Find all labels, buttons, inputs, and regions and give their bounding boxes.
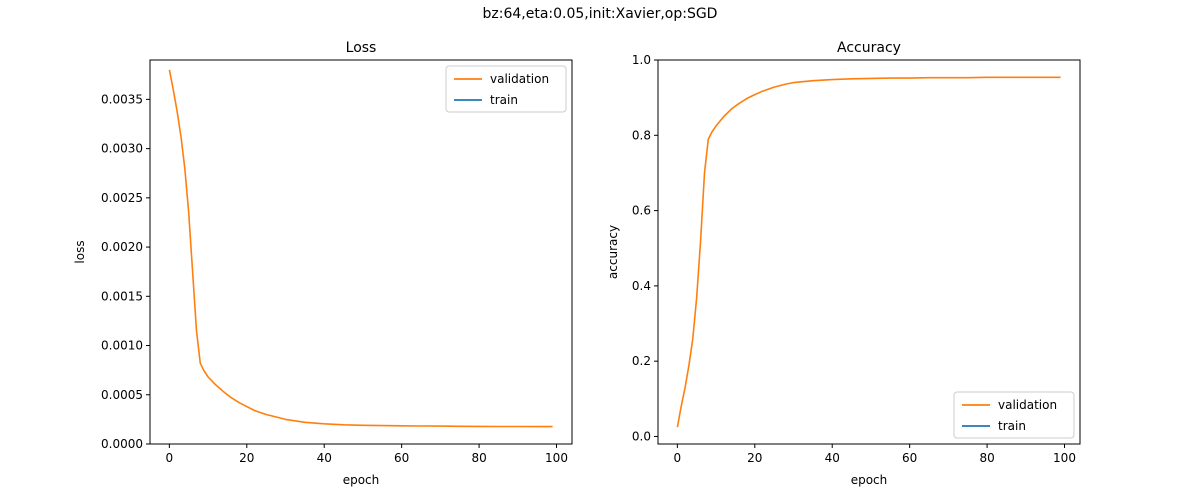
loss-x-tick-label: 40 [317, 451, 332, 465]
loss-legend-label-train: train [490, 93, 518, 107]
loss-x-tick-label: 60 [394, 451, 409, 465]
accuracy-x-tick-label: 20 [747, 451, 762, 465]
figure-suptitle: bz:64,eta:0.05,init:Xavier,op:SGD [482, 6, 718, 22]
loss-x-tick-label: 80 [471, 451, 486, 465]
loss-axes-frame [149, 59, 573, 445]
loss-y-tick-label: 0.0015 [101, 289, 143, 303]
accuracy-y-tick-label: 0.4 [632, 279, 651, 293]
accuracy-y-tick-label: 0.8 [632, 128, 651, 142]
accuracy-axes-frame [657, 59, 1081, 445]
accuracy-legend-label-train: train [998, 419, 1026, 433]
loss-legend-label-validation: validation [490, 72, 549, 86]
accuracy-y-tick-label: 1.0 [632, 53, 651, 67]
loss-y-tick-label: 0.0005 [101, 388, 143, 402]
loss-x-tick-label: 20 [239, 451, 254, 465]
loss-chart-title: Loss [346, 40, 377, 56]
accuracy-y-axis-label: accuracy [606, 225, 620, 279]
loss-y-tick-label: 0.0035 [101, 92, 143, 106]
accuracy-y-tick-label: 0.6 [632, 204, 651, 218]
accuracy-x-tick-label: 40 [825, 451, 840, 465]
accuracy-x-tick-label: 60 [902, 451, 917, 465]
loss-y-tick-label: 0.0010 [101, 339, 143, 353]
accuracy-x-tick-label: 100 [1053, 451, 1076, 465]
loss-y-axis-label: loss [73, 240, 87, 263]
accuracy-y-tick-label: 0.0 [632, 429, 651, 443]
loss-series-line-validation [168, 69, 553, 428]
loss-x-axis-label: epoch [343, 473, 380, 487]
accuracy-x-tick-label: 0 [674, 451, 682, 465]
accuracy-chart-title: Accuracy [837, 40, 901, 56]
loss-x-tick-label: 0 [166, 451, 174, 465]
loss-y-tick-label: 0.0020 [101, 240, 143, 254]
accuracy-x-axis-label: epoch [851, 473, 888, 487]
loss-y-tick-label: 0.0030 [101, 142, 143, 156]
loss-x-tick-label: 100 [545, 451, 568, 465]
loss-y-tick-label: 0.0025 [101, 191, 143, 205]
accuracy-x-tick-label: 80 [979, 451, 994, 465]
loss-y-tick-label: 0.0000 [101, 437, 143, 451]
accuracy-legend-label-validation: validation [998, 398, 1057, 412]
accuracy-series-line-validation [676, 76, 1061, 428]
accuracy-y-tick-label: 0.2 [632, 354, 651, 368]
